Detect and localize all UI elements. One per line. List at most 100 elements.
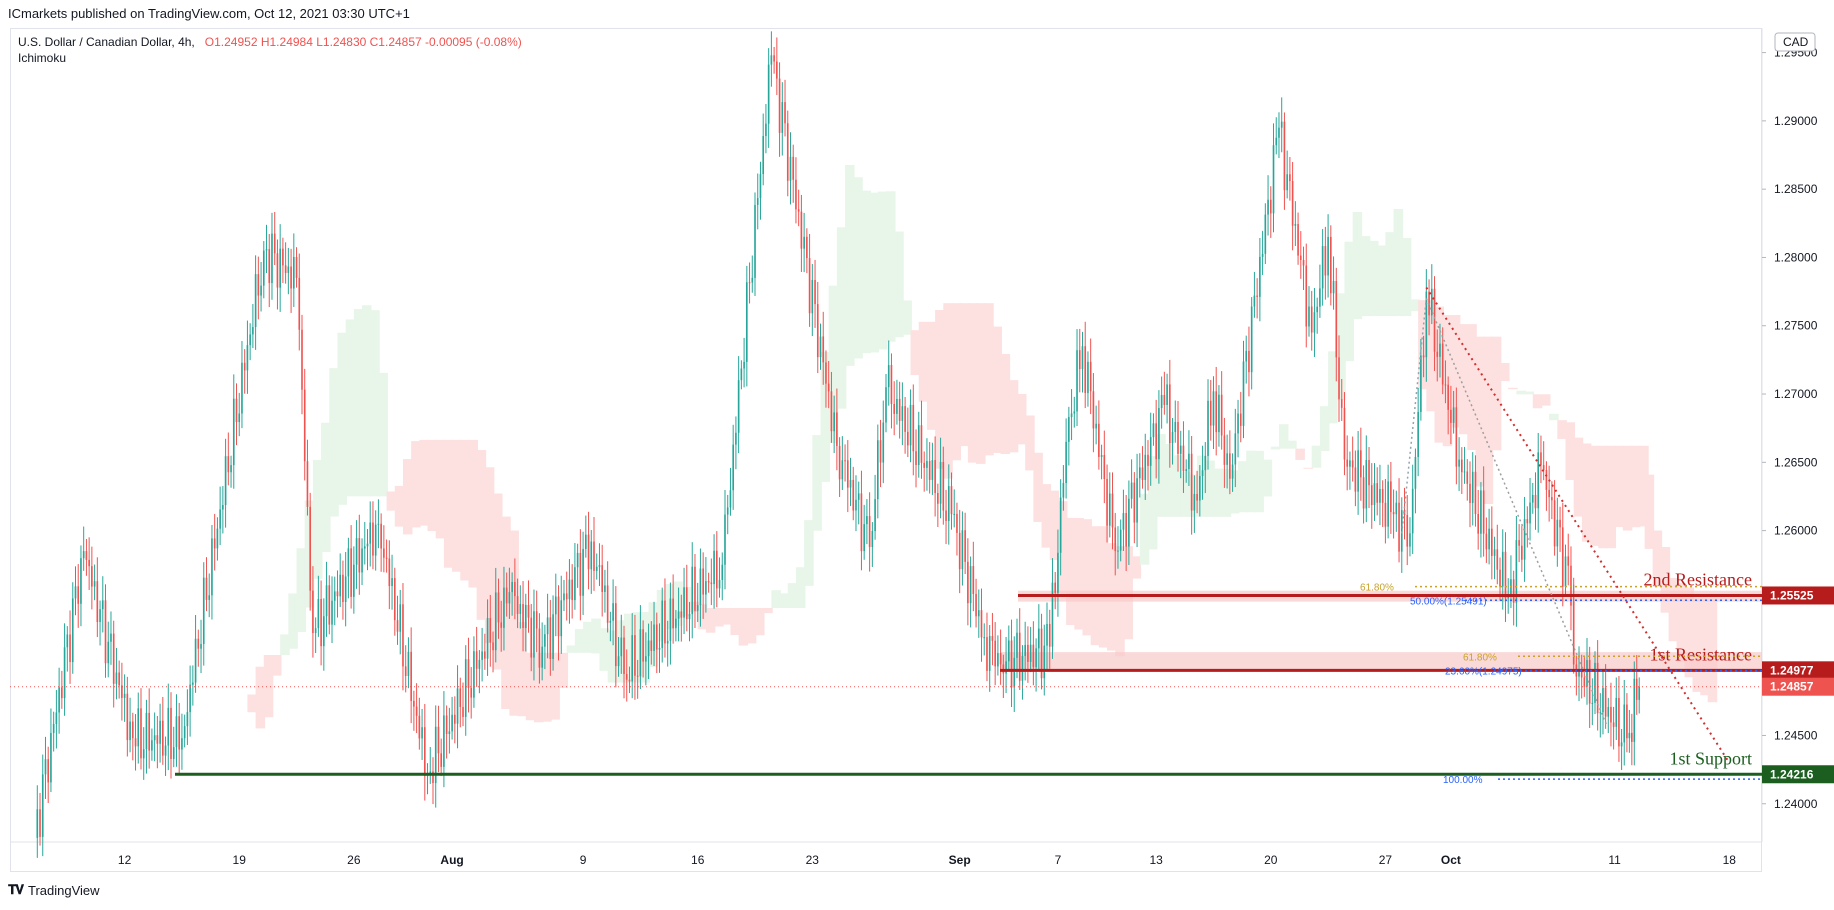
currency-badge[interactable] [1774, 32, 1816, 52]
last-price-label: 1.24857 [1770, 680, 1814, 694]
candle-body [500, 622, 503, 628]
cloud-segment [542, 652, 552, 722]
cloud-segment [1434, 306, 1445, 443]
cloud-segment [550, 652, 560, 720]
candle-body [1027, 644, 1029, 662]
level-price-badge [1762, 661, 1834, 680]
candle-body [159, 720, 161, 744]
candle-body [1482, 490, 1485, 534]
candle-body [1065, 441, 1067, 484]
candle-body [904, 406, 906, 432]
candle-body [844, 460, 846, 462]
level-price-badge [1762, 586, 1834, 605]
candle-body [677, 611, 680, 619]
cloud-segment [1491, 336, 1502, 451]
candle-body [194, 638, 197, 683]
candle-body [142, 749, 145, 759]
candle-body [1335, 280, 1338, 358]
indicator-name[interactable]: Ichimoku [18, 51, 67, 65]
candle-body [377, 523, 380, 525]
candle-body [1185, 469, 1188, 472]
candle-body [1171, 432, 1174, 444]
cloud-segment [632, 612, 642, 683]
candle-body [467, 659, 470, 688]
candle-body [1496, 549, 1499, 570]
candle-body [715, 550, 718, 589]
candle-body [915, 451, 917, 466]
candle-body [344, 576, 347, 603]
candle-body [1362, 477, 1365, 509]
cloud-segment [992, 326, 1002, 453]
candle-body [1633, 678, 1636, 742]
candle-body [252, 327, 254, 335]
candle-body [770, 55, 773, 65]
candle-body [1229, 453, 1231, 479]
cloud-segment [1500, 362, 1510, 382]
candle-body [451, 714, 453, 732]
cloud-segment [583, 621, 593, 653]
cloud-segment [1684, 587, 1695, 678]
cloud-segment [533, 652, 544, 723]
candle-body [1038, 628, 1040, 649]
candle-body [1338, 357, 1340, 400]
candle-body [975, 593, 977, 617]
candle-body [1469, 483, 1471, 504]
price-tick-label: 1.26000 [1774, 524, 1818, 538]
fib-label: 61.80% [1360, 583, 1394, 594]
candle-body [931, 460, 934, 480]
candle-body [1100, 455, 1103, 457]
cloud-segment [1008, 380, 1019, 453]
candle-body [863, 524, 865, 552]
candle-body [1081, 346, 1084, 370]
candle-body [74, 586, 77, 599]
cloud-segment [624, 613, 634, 683]
candle-body [1264, 214, 1267, 254]
candle-body [1594, 662, 1596, 703]
candle-body [876, 440, 879, 500]
candle-body [339, 574, 342, 597]
candle-body [410, 651, 412, 701]
candle-body [655, 624, 658, 650]
cloud-segment [738, 608, 749, 646]
candle-body [202, 577, 205, 645]
candle-body [576, 552, 579, 568]
chart-canvas[interactable]: 1.240001.245001.250001.255001.260001.265… [0, 0, 1834, 880]
candle-body [1209, 400, 1212, 426]
level-price-label: 1.25525 [1770, 588, 1814, 602]
cloud-segment [1254, 450, 1264, 513]
cloud-segment [288, 593, 298, 649]
candle-body [1471, 471, 1474, 504]
cloud-segment [640, 611, 650, 683]
candle-body [1458, 459, 1460, 467]
candle-body [1272, 145, 1275, 214]
cloud-segment [1352, 212, 1363, 320]
candle-body [1485, 533, 1488, 550]
cloud-segment [312, 459, 323, 579]
candle-body [443, 715, 445, 767]
candle-body [399, 604, 402, 632]
candle-body [1174, 421, 1177, 433]
candle-body [1551, 497, 1553, 501]
candle-body [1089, 361, 1092, 392]
candle-body [511, 582, 513, 593]
candle-body [527, 604, 530, 618]
time-tick-label: 9 [580, 853, 587, 867]
candle-body [276, 253, 279, 288]
cloud-segment [1328, 351, 1338, 424]
candle-body [1373, 483, 1376, 506]
candle-body [99, 609, 101, 622]
candle-body [846, 460, 849, 488]
candle-body [1098, 423, 1100, 457]
cloud-segment [1707, 599, 1718, 703]
candle-body [290, 266, 292, 289]
candle-body [1515, 540, 1518, 603]
candle-body [145, 712, 148, 750]
cloud-segment [877, 191, 888, 350]
candle-body [516, 596, 519, 614]
candle-body [1567, 556, 1570, 566]
candle-body [1480, 490, 1482, 534]
candle-body [778, 78, 781, 133]
candle-body [205, 577, 208, 600]
candle-body [222, 504, 224, 510]
candle-body [93, 581, 96, 587]
